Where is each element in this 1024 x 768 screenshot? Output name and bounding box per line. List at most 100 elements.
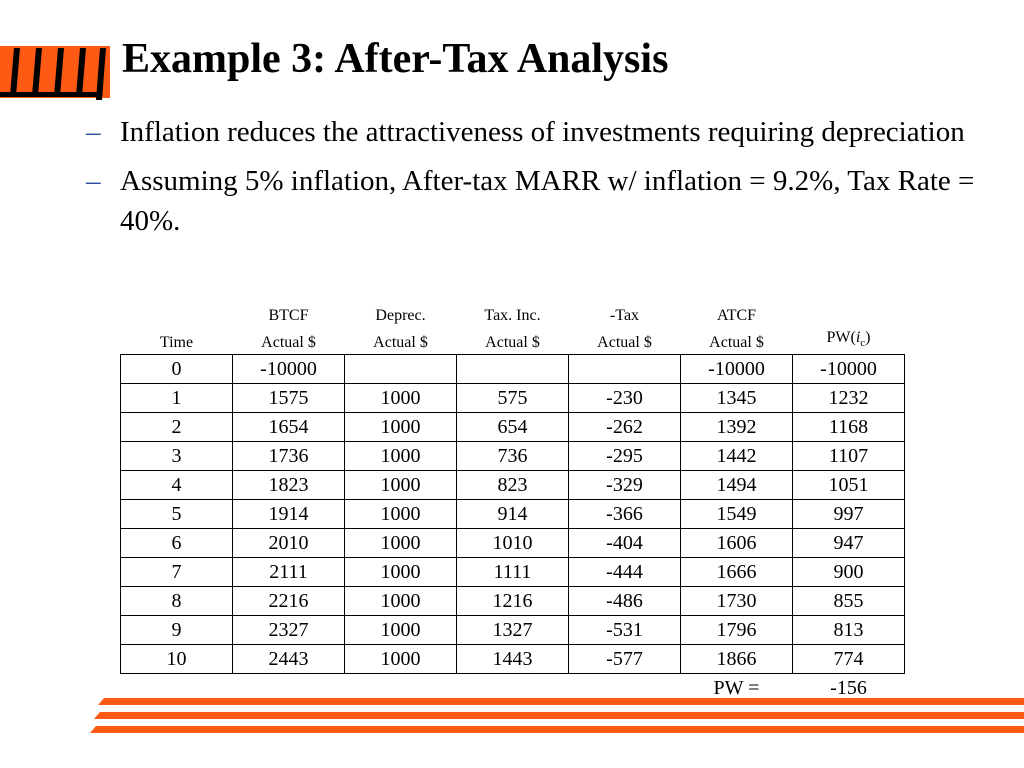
header-cell: Actual $	[597, 334, 652, 352]
table-row: 4 1823 1000 823 -329 1494 1051	[120, 470, 905, 501]
table-cell: 997	[792, 499, 905, 530]
table-row: 6 2010 1000 1010 -404 1606 947	[120, 528, 905, 559]
table-cell: 1107	[792, 441, 905, 472]
table-row: 5 1914 1000 914 -366 1549 997	[120, 499, 905, 530]
pw-label: PW(	[826, 329, 856, 346]
table-cell: 1000	[344, 557, 457, 588]
table-cell: 1866	[680, 644, 793, 675]
table-cell: 9	[120, 615, 233, 646]
bullet-list: – Inflation reduces the attractiveness o…	[86, 112, 986, 250]
table-cell: -486	[568, 586, 681, 617]
table-cell: 774	[792, 644, 905, 675]
header-cell: Deprec.	[375, 307, 426, 324]
pw-variable: i	[855, 329, 861, 346]
table-cell: 0	[120, 354, 233, 385]
table-cell: 1111	[456, 557, 569, 588]
table-cell: 1000	[344, 441, 457, 472]
bullet-item: – Assuming 5% inflation, After-tax MARR …	[86, 161, 986, 241]
table-body: 0 -10000 -10000 -10000 1 1575 1000 575 -230 1345 1…	[120, 354, 905, 675]
pw-subscript: c	[860, 337, 866, 350]
table-cell: 4	[120, 470, 233, 501]
pw-close: )	[865, 329, 871, 346]
table-cell	[456, 354, 569, 385]
table-cell: 2443	[232, 644, 345, 675]
table-cell: 7	[120, 557, 233, 588]
header-cell: Actual $	[373, 334, 428, 352]
table-cell: 1051	[792, 470, 905, 501]
table-cell: 1914	[232, 499, 345, 530]
header-cell: Tax. Inc.	[484, 307, 541, 324]
cash-flow-table: BTCF Deprec. Tax. Inc. -Tax ATCF Time Ac…	[120, 305, 905, 702]
bullet-dash: –	[86, 165, 101, 197]
table-cell: 823	[456, 470, 569, 501]
header-cell	[121, 305, 233, 327]
table-cell: 855	[792, 586, 905, 617]
table-cell: 6	[120, 528, 233, 559]
table-cell: -366	[568, 499, 681, 530]
bullet-text: Assuming 5% inflation, After-tax MARR w/…	[120, 165, 975, 237]
table-cell: 1000	[344, 586, 457, 617]
total-row: PW = -156	[121, 674, 905, 703]
table-cell: -295	[568, 441, 681, 472]
table-cell: 575	[456, 383, 569, 414]
table-cell: 2111	[232, 557, 345, 588]
table-cell: 1736	[232, 441, 345, 472]
table-cell: 8	[120, 586, 233, 617]
header-cell-pw: PW(ic)	[793, 327, 905, 355]
table-cell: 1000	[344, 470, 457, 501]
header-cell: BTCF	[268, 307, 309, 324]
table-cell: 2	[120, 412, 233, 443]
table-cell: 1232	[792, 383, 905, 414]
table-row: 3 1736 1000 736 -295 1442 1107	[120, 441, 905, 472]
table-cell: 914	[456, 499, 569, 530]
header-cell: Actual $	[485, 334, 540, 352]
table-cell: 1	[120, 383, 233, 414]
bullet-dash: –	[86, 116, 101, 148]
table-cell: -10000	[792, 354, 905, 385]
bullet-item: – Inflation reduces the attractiveness o…	[86, 112, 986, 152]
table-cell: 1345	[680, 383, 793, 414]
table-cell: 1443	[456, 644, 569, 675]
table-cell: 947	[792, 528, 905, 559]
header-cell	[793, 305, 905, 327]
table-cell: 1494	[680, 470, 793, 501]
table-cell: 1442	[680, 441, 793, 472]
table-cell: 1392	[680, 412, 793, 443]
table-cell: -531	[568, 615, 681, 646]
table-cell: -10000	[232, 354, 345, 385]
total-label: PW =	[713, 677, 760, 700]
table-cell: 1000	[344, 499, 457, 530]
table-cell: 1000	[344, 528, 457, 559]
table-row: 1 1575 1000 575 -230 1345 1232	[120, 383, 905, 414]
header-cell: ATCF	[716, 307, 757, 324]
table-cell: 2327	[232, 615, 345, 646]
bullet-text: Inflation reduces the attractiveness of …	[120, 116, 965, 148]
table-cell: 5	[120, 499, 233, 530]
table-cell: 10	[120, 644, 233, 675]
table-cell: 1730	[680, 586, 793, 617]
table-cell: 2216	[232, 586, 345, 617]
total-value: -156	[830, 677, 867, 700]
table-row: 10 2443 1000 1443 -577 1866 774	[120, 644, 905, 675]
table-cell	[344, 354, 457, 385]
table-cell: 1549	[680, 499, 793, 530]
table-cell: -577	[568, 644, 681, 675]
table-cell: 1010	[456, 528, 569, 559]
header-cell: Time	[159, 334, 194, 352]
logo-stripes-icon	[0, 46, 110, 100]
table-cell: 1575	[232, 383, 345, 414]
table-row: 7 2111 1000 1111 -444 1666 900	[120, 557, 905, 588]
table-cell: 3	[120, 441, 233, 472]
table-cell: -444	[568, 557, 681, 588]
table-cell: 736	[456, 441, 569, 472]
table-header-row-bottom: Time Actual $ Actual $ Actual $ Actual $…	[121, 327, 905, 355]
table-cell: 1000	[344, 644, 457, 675]
header-cell: -Tax	[609, 307, 640, 324]
table-row: 2 1654 1000 654 -262 1392 1168	[120, 412, 905, 443]
table-cell: 2010	[232, 528, 345, 559]
table-cell: 1796	[680, 615, 793, 646]
footer-stripes	[90, 698, 1024, 733]
slide-title: Example 3: After-Tax Analysis	[122, 36, 669, 82]
table-row: 0 -10000 -10000 -10000	[120, 354, 905, 385]
table-cell: -329	[568, 470, 681, 501]
